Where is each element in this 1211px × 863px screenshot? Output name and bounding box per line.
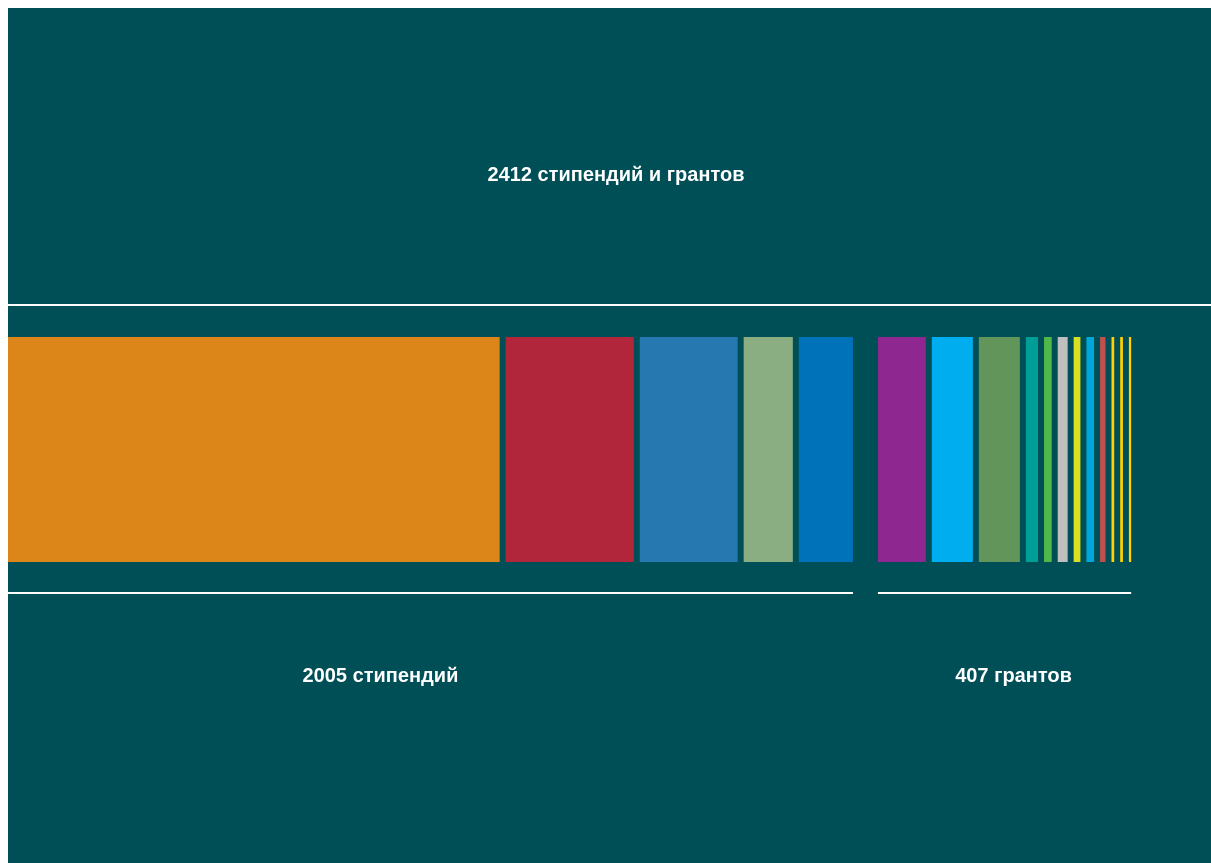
- bar-segment-1-7: [1086, 337, 1095, 562]
- bar-segment-1-10: [1120, 337, 1123, 562]
- bar-segment-1-3: [1025, 337, 1039, 562]
- bar-segment-1-5: [1057, 337, 1068, 562]
- chart-frame: 2412 стипендий и грантов 2005 стипендий …: [8, 8, 1211, 863]
- bar-segment-1-6: [1073, 337, 1081, 562]
- chart-title: 2412 стипендий и грантов: [487, 164, 744, 186]
- bar-segment-0-1: [505, 337, 634, 562]
- bar-segment-1-11: [1128, 337, 1132, 562]
- bar-segment-1-1: [931, 337, 973, 562]
- bar-segment-1-0: [877, 337, 926, 562]
- bar-segment-1-4: [1044, 337, 1052, 562]
- bar-segment-1-8: [1100, 337, 1106, 562]
- bar-segment-0-3: [743, 337, 793, 562]
- bar-segment-1-2: [978, 337, 1020, 562]
- group-label-grants: 407 грантов: [955, 665, 1072, 687]
- bar-segments: [8, 337, 1132, 562]
- chart-canvas: 2412 стипендий и грантов 2005 стипендий …: [8, 8, 1211, 863]
- bar-segment-0-4: [798, 337, 853, 562]
- bar-segment-1-9: [1111, 337, 1115, 562]
- bar-segment-0-0: [8, 337, 500, 562]
- bar-segment-0-2: [639, 337, 738, 562]
- group-label-stipends: 2005 стипендий: [303, 665, 459, 687]
